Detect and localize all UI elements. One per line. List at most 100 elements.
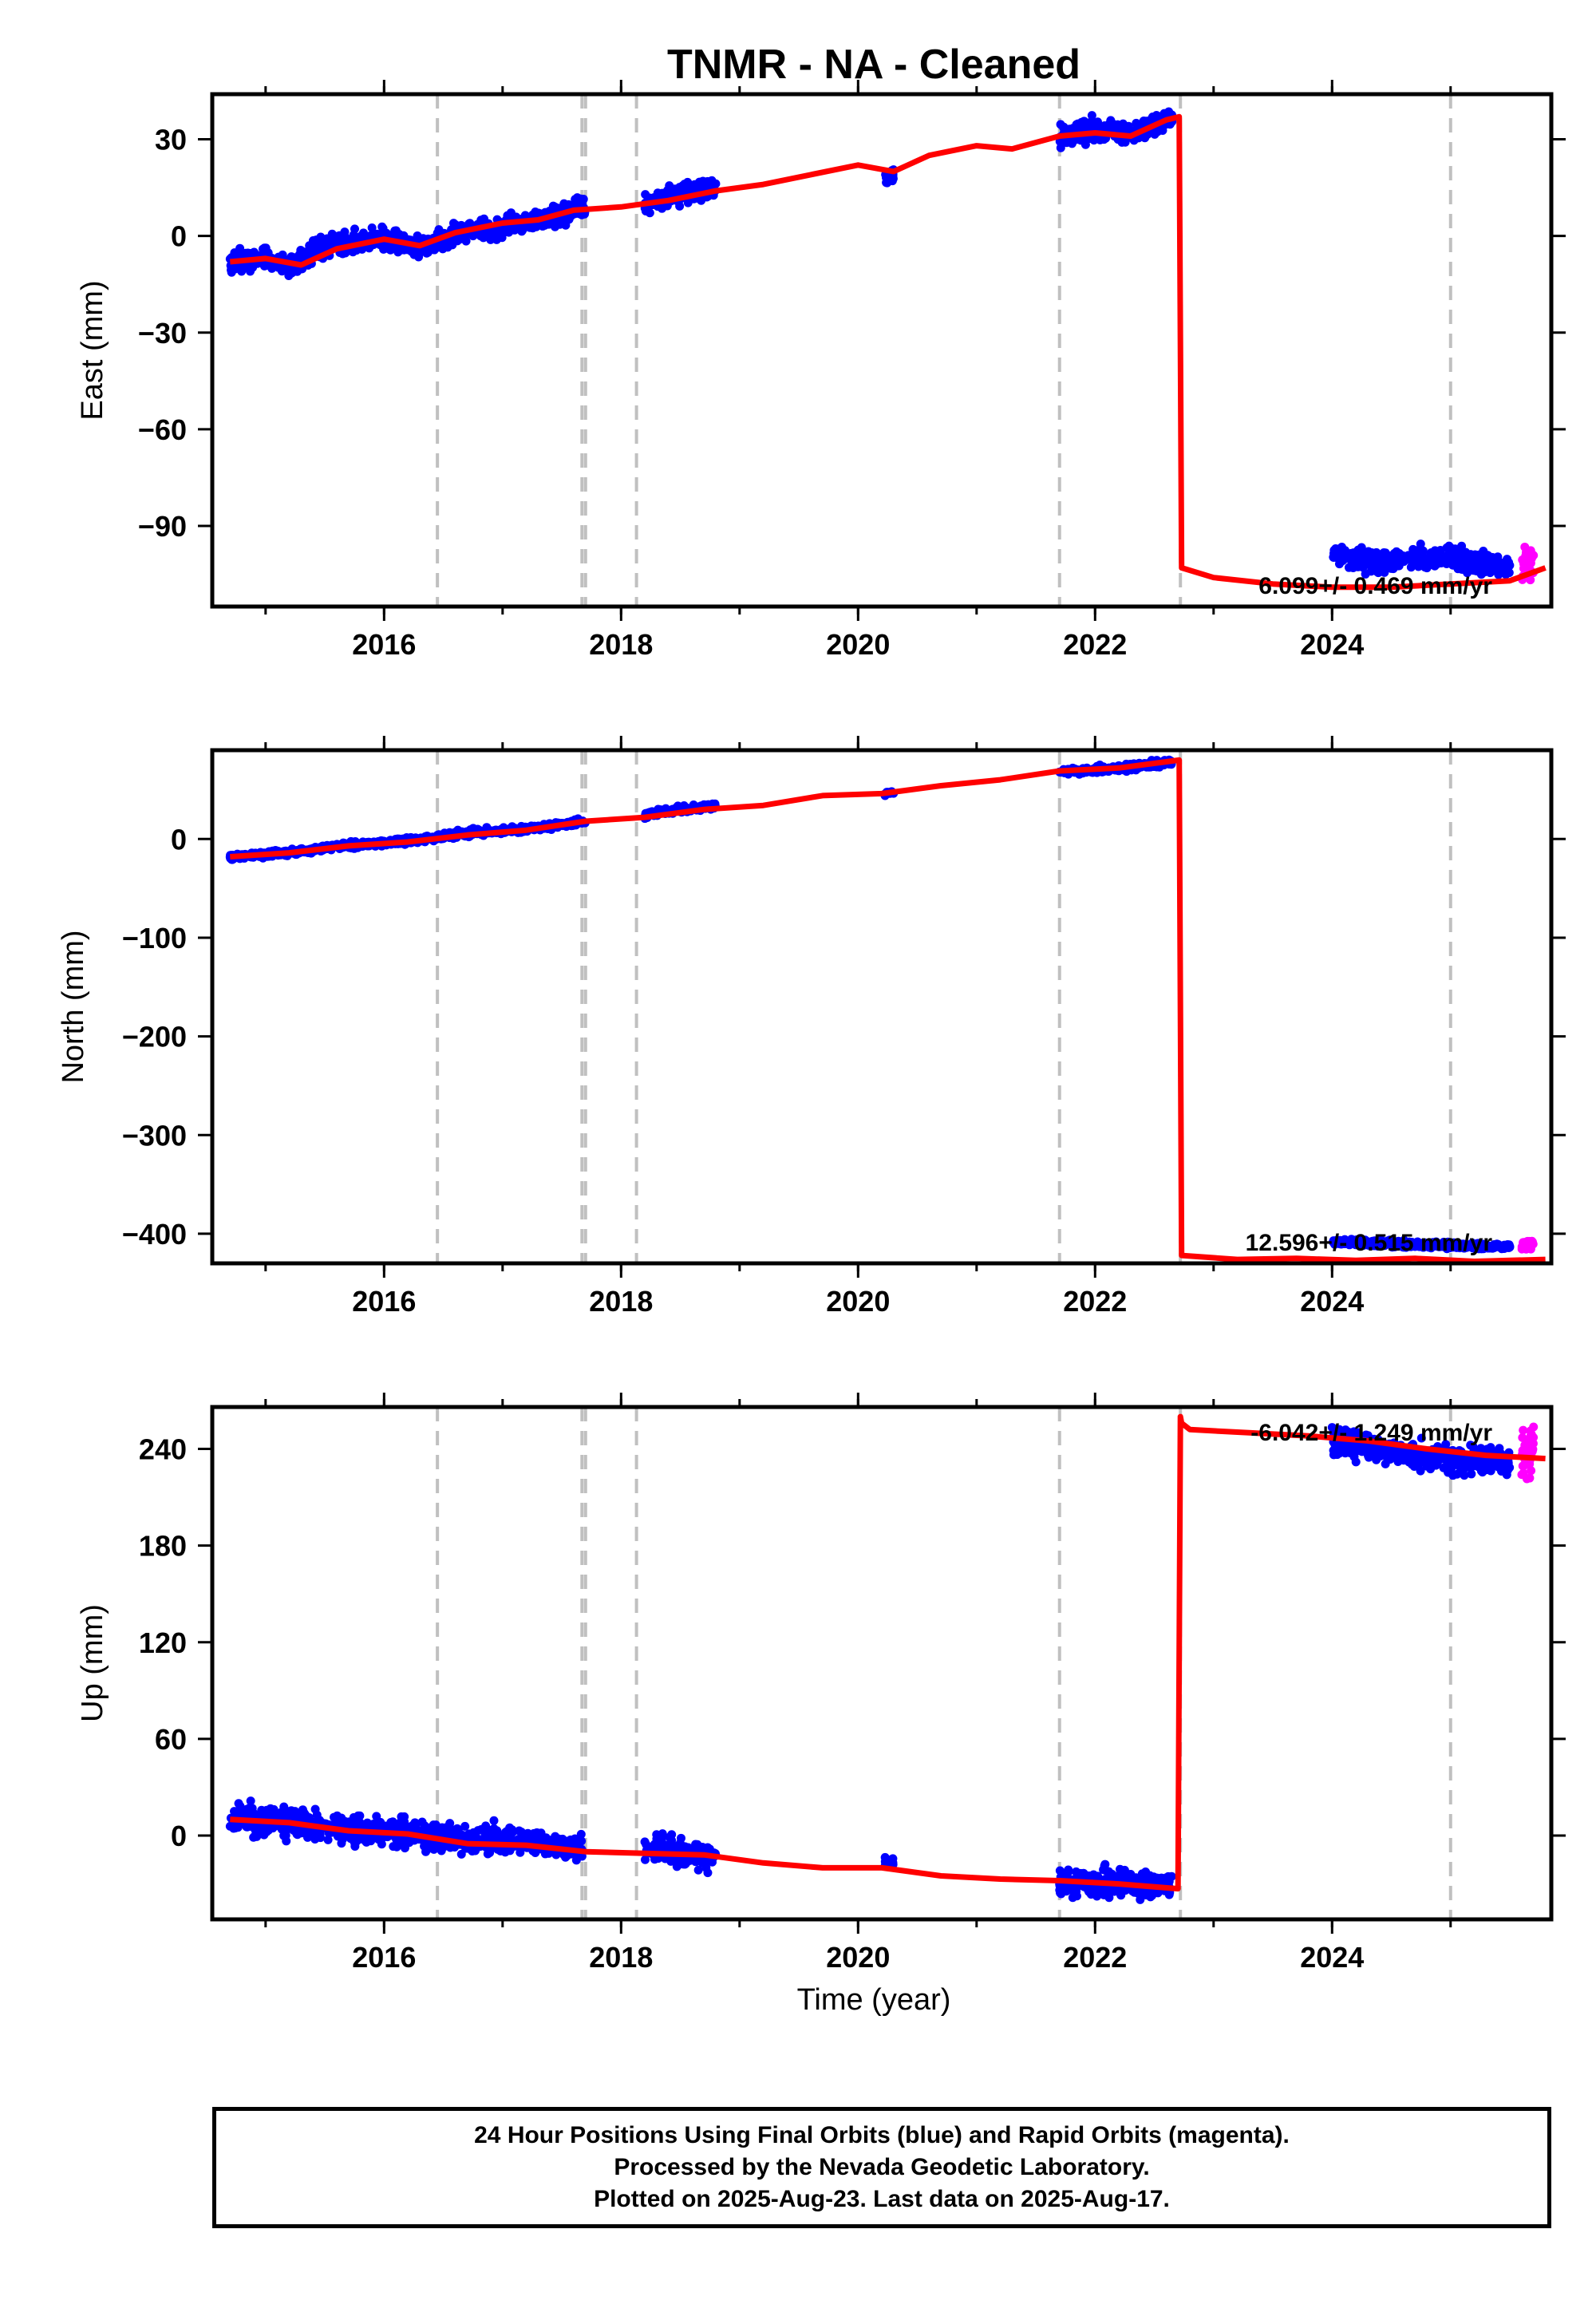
axes-frame-east	[210, 92, 1554, 609]
final-point	[1472, 567, 1482, 576]
y-tick-label: −100	[122, 922, 187, 954]
final-point	[1450, 1241, 1460, 1251]
y-axis-label-north: North (mm)	[57, 930, 90, 1083]
final-point	[1464, 1462, 1473, 1472]
rapid-point	[1526, 575, 1535, 585]
final-series-east-3	[1055, 107, 1177, 152]
final-point	[400, 1812, 409, 1821]
final-point	[498, 1834, 508, 1844]
final-point	[1438, 1242, 1448, 1251]
final-point	[576, 196, 586, 205]
final-point	[350, 1816, 359, 1825]
final-point	[1427, 551, 1436, 561]
final-point	[1141, 1867, 1151, 1877]
final-point	[476, 1824, 486, 1834]
final-point	[1420, 562, 1430, 571]
final-point	[1376, 1239, 1385, 1249]
y-tick-label: 30	[155, 124, 187, 156]
final-point	[1431, 560, 1440, 570]
final-point	[235, 243, 245, 253]
final-point	[1120, 1865, 1129, 1875]
final-point	[532, 1833, 542, 1843]
final-point	[462, 1832, 472, 1841]
final-point	[437, 1846, 446, 1856]
final-point	[1452, 1469, 1462, 1479]
final-point	[558, 1834, 567, 1844]
final-point	[246, 1796, 255, 1806]
final-point	[377, 1840, 386, 1849]
final-point	[1135, 1873, 1144, 1883]
final-point	[486, 227, 496, 237]
final-point	[575, 1837, 584, 1847]
y-tick-label: 0	[171, 823, 187, 856]
final-point	[685, 1856, 694, 1865]
final-point	[881, 172, 891, 182]
final-point	[290, 253, 299, 263]
final-point	[1462, 556, 1472, 566]
final-point	[1416, 1433, 1426, 1443]
final-point	[461, 236, 471, 246]
final-point	[667, 1836, 677, 1845]
final-point	[489, 1824, 499, 1833]
final-point	[1343, 1237, 1353, 1247]
final-point	[1087, 111, 1096, 121]
final-point	[399, 231, 409, 240]
x-tick-label: 2022	[1063, 628, 1127, 661]
final-point	[1416, 1466, 1425, 1476]
final-point	[1430, 1239, 1440, 1249]
final-point	[657, 1840, 666, 1850]
final-point	[389, 1842, 398, 1852]
final-point	[500, 1848, 510, 1857]
final-point	[506, 208, 516, 218]
final-point	[425, 1823, 434, 1832]
rapid-point	[1526, 546, 1535, 555]
y-tick-label: 0	[171, 220, 187, 253]
final-point	[456, 220, 466, 230]
final-point	[1382, 1453, 1392, 1463]
final-point	[1361, 1430, 1371, 1440]
final-point	[504, 227, 514, 237]
final-point	[1400, 1240, 1409, 1250]
final-point	[385, 245, 395, 255]
final-point	[1485, 561, 1495, 571]
final-point	[1057, 1871, 1067, 1880]
final-point	[658, 1829, 667, 1839]
final-point	[1389, 564, 1398, 574]
final-point	[1365, 555, 1375, 564]
final-point	[684, 185, 693, 195]
final-point	[486, 235, 496, 244]
final-point	[1477, 1463, 1487, 1472]
y-tick-label: −400	[122, 1218, 187, 1251]
final-point	[1057, 1889, 1066, 1899]
final-point	[1152, 1873, 1161, 1883]
final-point	[1144, 1875, 1154, 1884]
final-point	[441, 1823, 451, 1832]
final-point	[1333, 544, 1343, 554]
final-point	[1082, 134, 1092, 144]
final-point	[694, 177, 704, 187]
final-point	[1088, 122, 1097, 132]
final-point	[1109, 1874, 1119, 1883]
final-point	[362, 1818, 372, 1828]
final-point	[1068, 1893, 1077, 1903]
final-point	[1397, 1448, 1407, 1458]
final-point	[264, 1824, 274, 1833]
final-point	[227, 267, 236, 277]
final-point	[305, 241, 314, 251]
rapid-point	[1518, 555, 1527, 565]
rapid-point	[1519, 1239, 1528, 1248]
final-series-east-0	[225, 193, 590, 281]
rapid-series-north	[1517, 1236, 1538, 1254]
x-tick-label: 2024	[1300, 628, 1364, 661]
final-point	[1354, 1446, 1364, 1456]
y-tick-label: −200	[122, 1021, 187, 1053]
final-point	[1099, 1865, 1108, 1875]
final-point	[1461, 547, 1471, 557]
final-point	[1448, 1454, 1458, 1464]
final-point	[448, 219, 458, 228]
final-point	[429, 1840, 438, 1849]
final-point	[1337, 554, 1346, 563]
y-tick-label: −90	[138, 510, 187, 543]
final-point	[676, 1833, 685, 1843]
